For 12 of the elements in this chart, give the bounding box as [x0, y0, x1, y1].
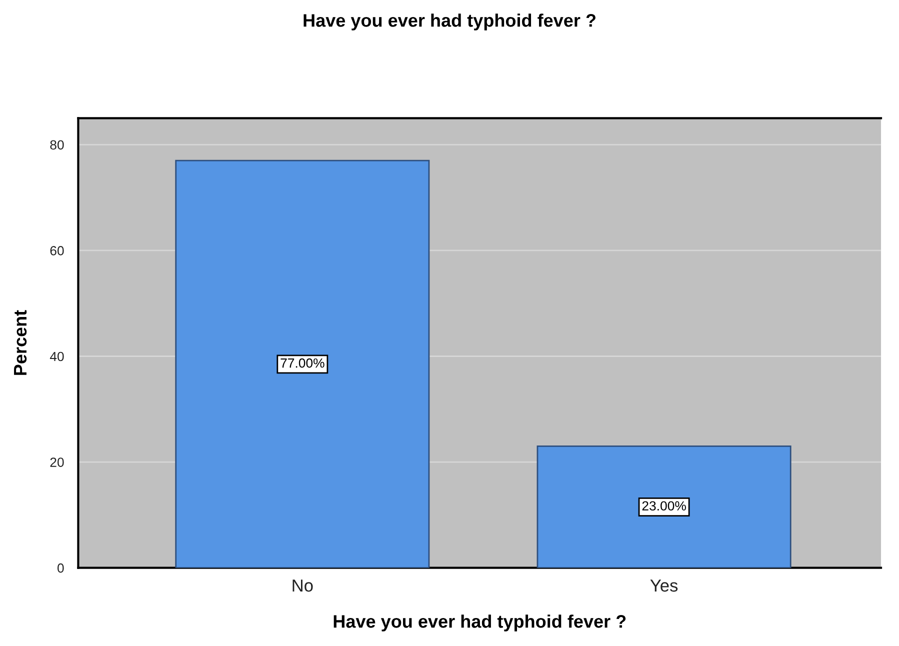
y-tick-label: 60 — [50, 246, 64, 256]
y-tick-label: 0 — [58, 563, 64, 573]
data-label: 77.00% — [280, 358, 324, 368]
data-label: 23.00% — [642, 501, 686, 511]
x-tick-label: Yes — [650, 580, 678, 592]
y-tick-label: 40 — [50, 352, 64, 362]
y-tick-label: 80 — [50, 140, 64, 150]
y-axis-title: Percent — [14, 310, 27, 375]
x-tick-label: No — [292, 580, 313, 592]
y-tick-label: 20 — [50, 458, 64, 467]
x-axis-title: Have you ever had typhoid fever ? — [334, 614, 626, 632]
chart-title: Have you ever had typhoid fever ? — [304, 14, 596, 30]
